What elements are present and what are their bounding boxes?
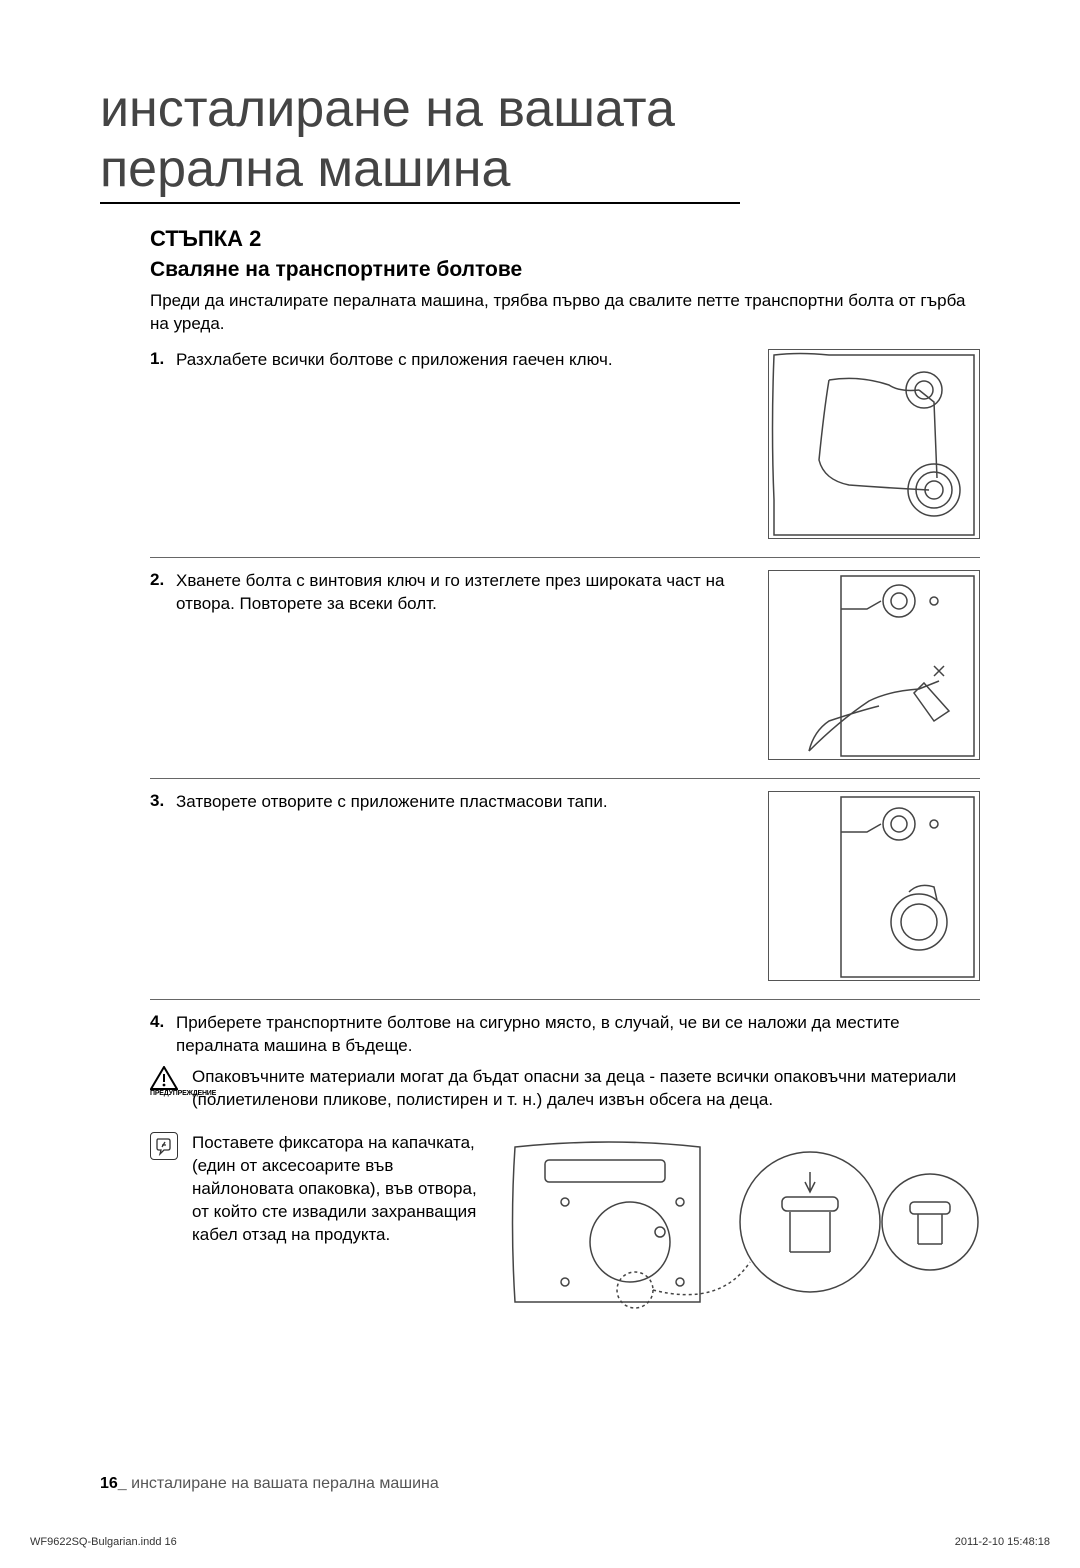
step-3: 3. Затворете отворите с приложените плас… (150, 778, 980, 981)
step-text: Затворете отворите с приложените пластма… (176, 791, 768, 981)
note-icon (150, 1132, 178, 1160)
page-footer: 16_ инсталиране на вашата перална машина (100, 1475, 439, 1493)
page-number: 16_ (100, 1475, 127, 1492)
footline-left: WF9622SQ-Bulgarian.indd 16 (30, 1536, 177, 1548)
subheading: Сваляне на транспортните болтове (150, 258, 980, 282)
page-title: инсталиране на вашата перална машина (100, 80, 740, 204)
warning-label: ПРЕДУПРЕЖДЕНИЕ (150, 1090, 192, 1097)
step-1: 1. Разхлабете всички болтове с приложени… (150, 349, 980, 539)
intro-text: Преди да инсталирате пералната машина, т… (150, 290, 980, 336)
figure-loosen-bolts (768, 349, 980, 539)
figure-plug-caps (768, 791, 980, 981)
step-number: 4. (150, 1012, 176, 1058)
warning-icon (150, 1066, 178, 1090)
step-text: Приберете транспортните болтове на сигур… (176, 1012, 980, 1058)
print-footline: WF9622SQ-Bulgarian.indd 16 2011-2-10 15:… (30, 1536, 1050, 1548)
step-number: 2. (150, 570, 176, 760)
step-number: 3. (150, 791, 176, 981)
footer-text: инсталиране на вашата перална машина (127, 1475, 439, 1492)
step-4: 4. Приберете транспортните болтове на си… (150, 999, 980, 1058)
step-text: Разхлабете всички болтове с приложения г… (176, 349, 768, 539)
warning-block: ПРЕДУПРЕЖДЕНИЕ Опаковъчните материали мо… (150, 1066, 980, 1112)
note-text: Поставете фиксатора на капачката, (един … (192, 1132, 490, 1312)
figure-pull-bolt (768, 570, 980, 760)
footline-right: 2011-2-10 15:48:18 (955, 1536, 1050, 1548)
step-2: 2. Хванете болта с винтовия ключ и го из… (150, 557, 980, 760)
step-heading: СТЪПКА 2 (150, 226, 980, 252)
step-text: Хванете болта с винтовия ключ и го изтег… (176, 570, 768, 760)
warning-text: Опаковъчните материали могат да бъдат оп… (192, 1066, 980, 1112)
figure-cap-holder (490, 1132, 980, 1312)
step-number: 1. (150, 349, 176, 539)
